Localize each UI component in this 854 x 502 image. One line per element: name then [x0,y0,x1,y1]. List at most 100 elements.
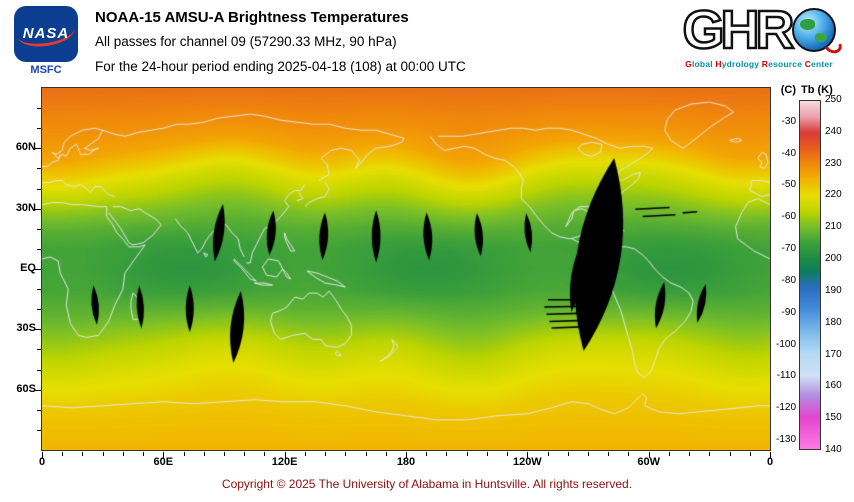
colorbar-kelvin-label: 230 [825,157,842,169]
lat-major-tick [35,208,41,210]
lon-minor-tick [203,452,205,456]
lon-minor-tick [446,452,448,456]
colorbar-celsius-label: -40 [781,147,796,159]
lon-axis-label: 120E [271,456,298,468]
colorbar-kelvin-label: 170 [825,348,842,360]
lat-minor-tick [37,409,41,411]
ghrc-globe-tail [821,34,844,57]
ghrc-tagline: Global Hydrology Resource Center [685,59,833,69]
colorbar [799,100,821,450]
lon-minor-tick [426,452,428,456]
lon-minor-tick [102,452,104,456]
nasa-logo-text: NASA [22,25,70,42]
lon-minor-tick [668,452,670,456]
lon-axis-label: 180 [396,456,416,468]
lon-major-tick [284,452,286,458]
ghrc-letters: GHR [681,0,796,60]
colorbar-kelvin-label: 140 [825,444,842,455]
lon-major-tick [527,452,529,458]
page-title: NOAA-15 AMSU-A Brightness Temperatures [95,9,409,26]
channel-subtitle: All passes for channel 09 (57290.33 MHz,… [95,34,397,49]
lon-minor-tick [385,452,387,456]
lon-minor-tick [709,452,711,456]
lon-axis-label: 0 [766,456,774,468]
lon-minor-tick [729,452,731,456]
lat-minor-tick [37,369,41,371]
colorbar-kelvin-label: 150 [825,412,842,424]
lat-axis-label: EQ [20,262,36,274]
lon-minor-tick [122,452,124,456]
colorbar-celsius-label: -90 [781,306,796,318]
lon-minor-tick [486,452,488,456]
lon-minor-tick [588,452,589,456]
colorbar-celsius-label: -120 [775,402,796,414]
nasa-logo: NASA [14,6,78,62]
lat-minor-tick [37,228,41,230]
lon-minor-tick [345,452,347,456]
lon-minor-tick [183,452,185,456]
lon-minor-tick [62,452,64,456]
lat-major-tick [35,269,41,270]
colorbar-kelvin-label: 220 [825,189,842,201]
lat-major-tick [35,148,41,150]
colorbar-celsius-label: -130 [775,433,796,445]
lon-major-tick [163,452,165,458]
lat-minor-tick [37,309,41,311]
lat-major-tick [35,389,41,391]
lat-minor-tick [37,168,41,170]
lon-major-tick [42,452,43,458]
colorbar-celsius-label: -50 [781,179,796,191]
lon-axis-label: 60E [153,456,174,468]
colorbar-title-celsius: (C) [780,84,796,96]
colorbar-kelvin-label: 210 [825,221,842,233]
lon-minor-tick [264,452,266,456]
lon-minor-tick [244,452,246,456]
colorbar-kelvin-label: 160 [825,380,842,392]
lat-axis-label: 30S [16,322,36,335]
lon-minor-tick [608,452,610,456]
lat-minor-tick [37,349,41,351]
lon-minor-tick [567,452,569,456]
lon-minor-tick [547,452,549,456]
msfc-label: MSFC [30,64,62,76]
ghrc-logo: GHR Global Hydrology Resource Center [668,2,850,69]
lon-minor-tick [224,452,225,456]
lon-major-tick [770,452,771,458]
lon-minor-tick [304,452,306,456]
lat-minor-tick [37,289,41,291]
lat-minor-tick [37,429,41,431]
lon-axis-label: 60W [637,456,660,468]
colorbar-celsius-label: -100 [775,338,796,350]
colorbar-kelvin-label: 180 [825,316,842,328]
lon-axis-label: 0 [38,456,46,468]
brightness-temperature-map [42,88,770,450]
lat-axis-label: 30N [15,201,36,214]
copyright-text: Copyright © 2025 The University of Alaba… [221,477,633,491]
lat-minor-tick [37,128,41,130]
colorbar-kelvin-label: 240 [825,125,842,137]
map-frame [41,87,771,451]
lon-minor-tick [143,452,145,456]
lon-axis-label: 120W [512,456,542,468]
lat-minor-tick [37,188,41,190]
lon-minor-tick [749,452,751,456]
lon-minor-tick [466,452,468,456]
lon-major-tick [406,452,407,458]
ghrc-globe-icon [791,8,844,57]
period-line: For the 24-hour period ending 2025-04-18… [95,59,466,74]
colorbar-celsius-label: -70 [781,243,796,255]
lon-minor-tick [325,452,327,456]
lon-minor-tick [82,452,84,456]
lat-axis-label: 60N [15,141,36,154]
lon-minor-tick [628,452,630,456]
colorbar-kelvin-label: 250 [825,94,842,105]
colorbar-title-kelvin: Tb (K) [801,84,833,96]
colorbar-celsius-label: -60 [781,211,796,223]
colorbar-kelvin-label: 200 [825,253,842,265]
colorbar-celsius-label: -110 [776,370,796,382]
lat-minor-tick [37,248,41,250]
lon-major-tick [648,452,650,458]
ghrc-logo-top: GHR [668,2,850,58]
colorbar-celsius-label: -30 [781,115,796,127]
